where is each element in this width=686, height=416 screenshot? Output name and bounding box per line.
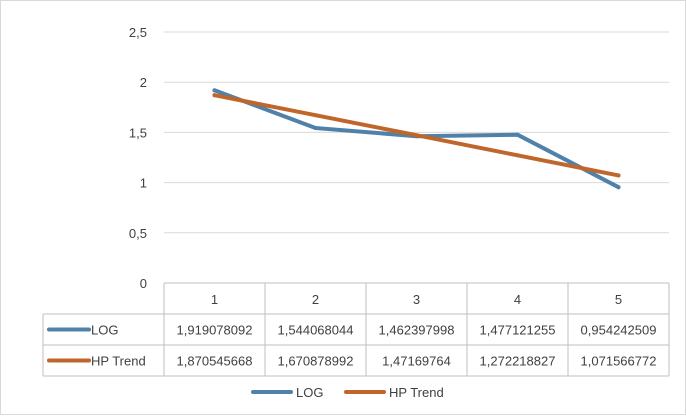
y-tick-label: 0,5 [129,226,147,241]
data-point [616,185,621,190]
table-series-name: LOG [91,323,118,338]
data-point [313,113,318,118]
data-point [212,93,217,98]
data-point [212,88,217,93]
data-label: 0,954242509 [581,323,657,338]
y-tick-label: 1,5 [129,125,147,140]
x-tick-label: 2 [312,292,319,307]
y-tick-label: 0 [140,276,147,291]
data-label: 1,670878992 [278,354,354,369]
y-tick-label: 1 [140,176,147,191]
y-tick-label: 2,5 [129,25,147,40]
x-tick-label: 5 [615,292,622,307]
data-label: 1,47169764 [382,354,451,369]
data-point [313,125,318,130]
data-point [616,173,621,178]
x-tick-label: 3 [413,292,420,307]
data-label: 1,462397998 [379,323,455,338]
legend-label: LOG [296,385,323,400]
table-series-name: HP Trend [91,354,146,369]
data-label: 1,544068044 [278,323,354,338]
series-line-log [212,88,621,190]
data-label: 1,919078092 [177,323,253,338]
data-label: 1,272218827 [480,354,556,369]
data-label: 1,870545668 [177,354,253,369]
data-label: 1,477121255 [480,323,556,338]
data-point [414,133,419,138]
data-label: 1,071566772 [581,354,657,369]
x-tick-label: 1 [211,292,218,307]
data-point [515,153,520,158]
legend-label: HP Trend [389,385,444,400]
y-tick-label: 2 [140,75,147,90]
x-tick-label: 4 [514,292,521,307]
data-point [515,132,520,137]
